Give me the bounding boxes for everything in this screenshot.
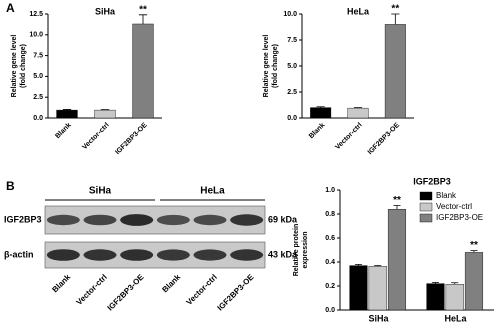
bar xyxy=(464,252,484,311)
y-tick-label: 0.2 xyxy=(325,283,335,290)
size-label: 43 kDa xyxy=(268,249,298,259)
y-tick-label: 2.5 xyxy=(33,94,43,101)
y-axis-label: Relative protein xyxy=(293,224,300,277)
x-tick-label: HeLa xyxy=(444,313,467,323)
bar xyxy=(349,265,368,311)
y-tick-label: 12.5 xyxy=(29,11,43,18)
y-tick-label: 10.0 xyxy=(29,32,43,39)
x-tick-label: Blank xyxy=(308,122,327,141)
blot-band xyxy=(46,214,80,226)
y-axis-label: Relative gene level xyxy=(11,35,18,98)
error-bar xyxy=(431,282,440,284)
panel-label: A xyxy=(6,1,15,15)
blot-band xyxy=(156,214,190,226)
blot-band xyxy=(193,214,227,226)
bar xyxy=(445,284,464,311)
chart-title: IGF2BP3 xyxy=(413,176,451,186)
y-tick-label: 10.0 xyxy=(283,11,297,18)
y-axis-label: expression xyxy=(302,232,309,269)
blot-band xyxy=(46,249,80,261)
bar xyxy=(132,23,154,119)
blot-band xyxy=(156,249,190,261)
chart-title: HeLa xyxy=(347,6,370,16)
lane-label: Vector-ctrl xyxy=(75,273,109,307)
y-tick-label: 2.5 xyxy=(287,89,297,96)
protein-label: IGF2BP3 xyxy=(4,214,42,224)
significance: ** xyxy=(393,195,401,206)
error-bar xyxy=(138,14,148,24)
bar xyxy=(387,208,407,311)
blot-band xyxy=(83,249,117,261)
legend-label: IGF2BP3-OE xyxy=(436,213,483,222)
blot-band xyxy=(230,214,264,226)
blot-band xyxy=(120,214,154,226)
x-tick-label: Blank xyxy=(54,122,73,141)
group-label: SiHa xyxy=(89,186,112,197)
blot-band xyxy=(193,249,227,261)
y-tick-label: 5.0 xyxy=(33,73,43,80)
lane-label: Blank xyxy=(50,272,72,294)
lane-label: Vector-ctrl xyxy=(185,273,219,307)
error-bar xyxy=(62,109,72,111)
legend-swatch xyxy=(419,213,433,223)
bar xyxy=(56,109,78,119)
bar xyxy=(368,266,387,311)
x-tick-label: SiHa xyxy=(368,313,389,323)
y-tick-label: 5.0 xyxy=(287,63,297,70)
blot-membrane xyxy=(44,241,266,269)
x-tick-label: IGF2BP3-OE xyxy=(367,122,402,157)
x-tick-label: Vector-ctrl xyxy=(334,122,363,151)
lane-label: IGF2BP3-OE xyxy=(216,272,256,312)
error-bar xyxy=(354,264,363,266)
error-bar xyxy=(353,107,363,109)
legend-swatch xyxy=(419,191,433,201)
blot-band xyxy=(120,249,154,261)
bar xyxy=(310,107,332,119)
y-tick-label: 7.5 xyxy=(33,52,43,59)
y-axis-label: Relative gene level xyxy=(263,35,270,98)
legend-swatch xyxy=(419,202,433,212)
y-tick-label: 0.6 xyxy=(325,235,335,242)
chart-title: SiHa xyxy=(95,6,116,16)
y-axis-label: (fold change) xyxy=(20,44,27,88)
lane-label: IGF2BP3-OE xyxy=(106,272,146,312)
bar xyxy=(347,107,369,119)
error-bar xyxy=(393,205,401,210)
y-tick-label: 1.0 xyxy=(325,187,335,194)
bar xyxy=(384,24,406,119)
blot-band xyxy=(83,214,117,226)
significance: ** xyxy=(139,4,147,15)
y-tick-label: 0.0 xyxy=(287,115,297,122)
size-label: 69 kDa xyxy=(268,214,298,224)
y-axis-label: (fold change) xyxy=(272,44,279,88)
error-bar xyxy=(374,265,382,267)
y-tick-label: 0.4 xyxy=(325,259,335,266)
group-label: HeLa xyxy=(200,186,225,197)
significance: ** xyxy=(391,4,399,15)
y-tick-label: 0.0 xyxy=(325,307,335,314)
error-bar xyxy=(391,13,400,25)
bar xyxy=(94,109,116,119)
error-bar xyxy=(316,106,325,108)
y-tick-label: 0.0 xyxy=(33,115,43,122)
x-tick-label: IGF2BP3-OE xyxy=(114,122,149,157)
panel-label: B xyxy=(6,179,15,193)
legend-label: Vector-ctrl xyxy=(436,202,472,211)
significance: ** xyxy=(470,240,478,251)
legend-label: Blank xyxy=(436,191,457,200)
blot-membrane xyxy=(44,205,266,235)
x-tick-label: Vector-ctrl xyxy=(81,122,110,151)
lane-label: Blank xyxy=(160,272,182,294)
protein-label: β-actin xyxy=(4,249,34,259)
error-bar xyxy=(470,250,478,253)
y-tick-label: 7.5 xyxy=(287,37,297,44)
bar xyxy=(426,283,445,311)
y-tick-label: 0.8 xyxy=(325,211,335,218)
blot-band xyxy=(230,249,264,261)
error-bar xyxy=(451,282,459,285)
